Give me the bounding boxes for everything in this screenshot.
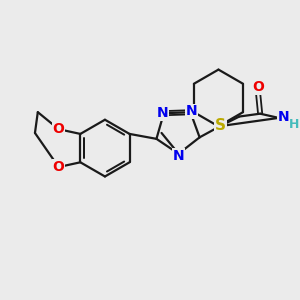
Text: O: O bbox=[53, 160, 64, 174]
Text: N: N bbox=[173, 149, 184, 163]
Text: O: O bbox=[53, 122, 64, 136]
Text: H: H bbox=[289, 118, 299, 130]
Text: N: N bbox=[278, 110, 290, 124]
Text: O: O bbox=[252, 80, 264, 94]
Text: N: N bbox=[186, 104, 197, 118]
Text: N: N bbox=[157, 106, 169, 120]
Text: S: S bbox=[215, 118, 226, 134]
